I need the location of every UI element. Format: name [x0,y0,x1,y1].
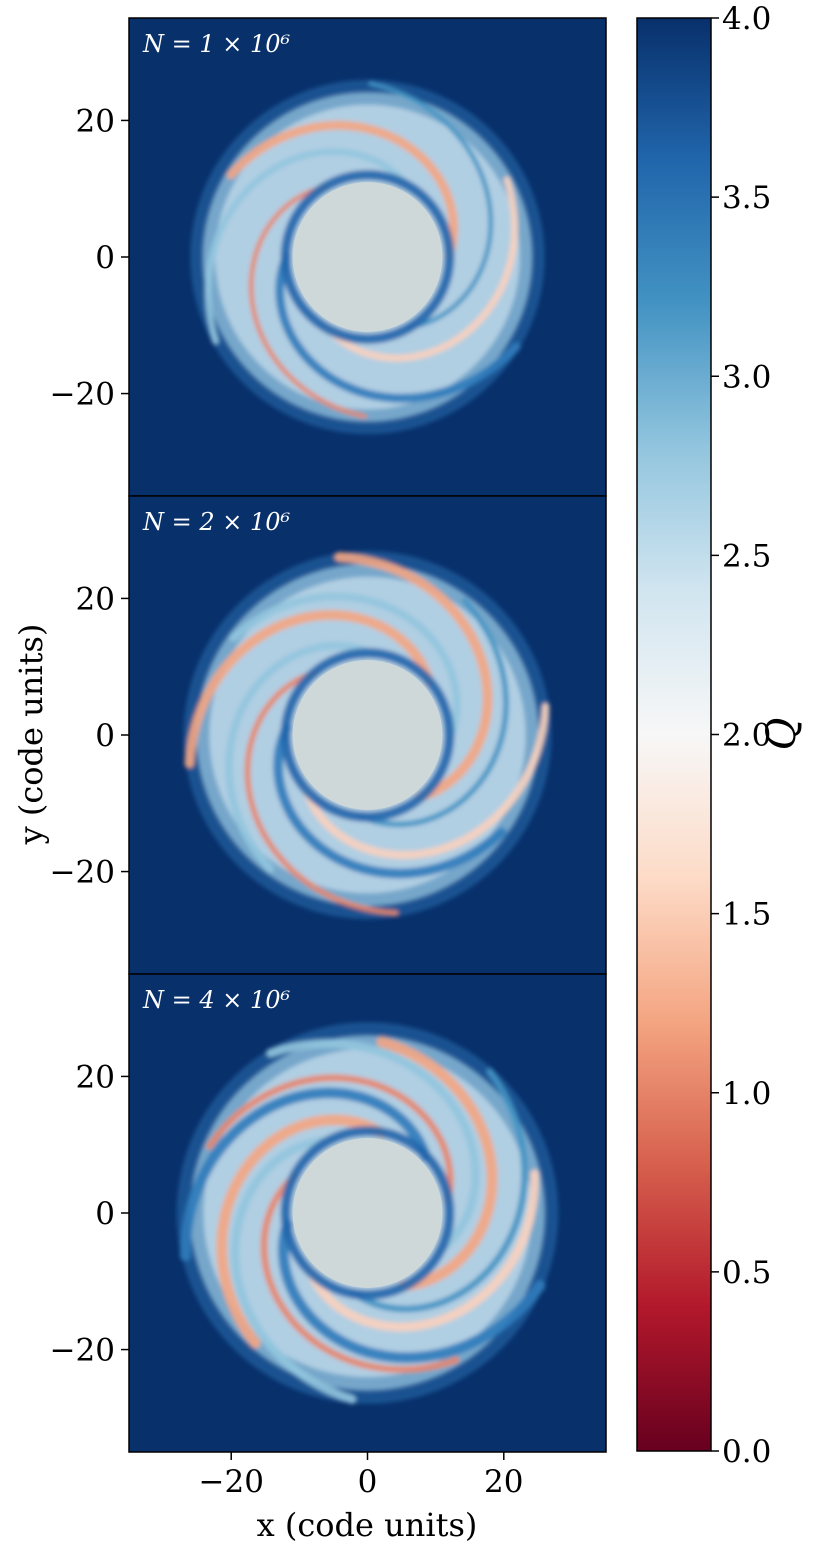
y-tick-label: 0 [95,240,115,276]
colorbar-label: Q [759,718,805,751]
y-tick-label: 0 [95,1196,115,1232]
colorbar-tick-label: 2.0 [722,718,771,754]
heatmap-panel-1 [129,18,606,496]
heatmap-panel-2 [129,496,606,974]
colorbar-tick-label: 1.5 [722,897,771,933]
colorbar-tick-label: 0.5 [722,1255,771,1291]
y-tick-label: 20 [76,1059,115,1095]
x-axis: −20 0 20 [199,1452,524,1500]
panel-label: N = 4 × 10⁶ [142,986,291,1014]
inner-hole [292,182,443,332]
y-tick-label: 20 [76,103,115,139]
colorbar-tick-label: 2.5 [722,538,771,574]
colorbar-tick-label: 3.5 [722,180,771,216]
inner-hole [292,660,443,810]
colorbar-tick-label: 1.0 [722,1076,771,1112]
x-tick-label: −20 [199,1464,264,1500]
colorbar-tick-label: 3.0 [722,359,771,395]
x-axis-label: x (code units) [257,1506,478,1544]
colorbar-tick-label: 0.0 [722,1434,771,1470]
panels: N = 1 × 10⁶ N = 2 × 10⁶ N = 4 × 10⁶ [128,17,607,1453]
y-tick-label: 0 [95,718,115,754]
y-tick-label: −20 [50,1333,115,1369]
colorbar-gradient [636,17,712,1452]
y-tick-label: −20 [50,377,115,413]
x-tick-label: 20 [484,1464,523,1500]
panel-label: N = 2 × 10⁶ [142,508,291,536]
y-axis: 20 0 −20 20 0 −20 20 0 −20 [50,103,129,1369]
heatmap-panel-3 [129,974,606,1452]
panel-label: N = 1 × 10⁶ [142,30,291,58]
x-tick-label: 0 [358,1464,378,1500]
colorbar-tick-label: 4.0 [722,1,771,37]
y-axis-label: y (code units) [12,624,50,846]
y-tick-label: 20 [76,581,115,617]
y-tick-label: −20 [50,855,115,891]
inner-hole [292,1138,443,1288]
colorbar: 4.0 3.5 3.0 2.5 2.0 1.5 1.0 0.5 0.0 [636,1,771,1470]
